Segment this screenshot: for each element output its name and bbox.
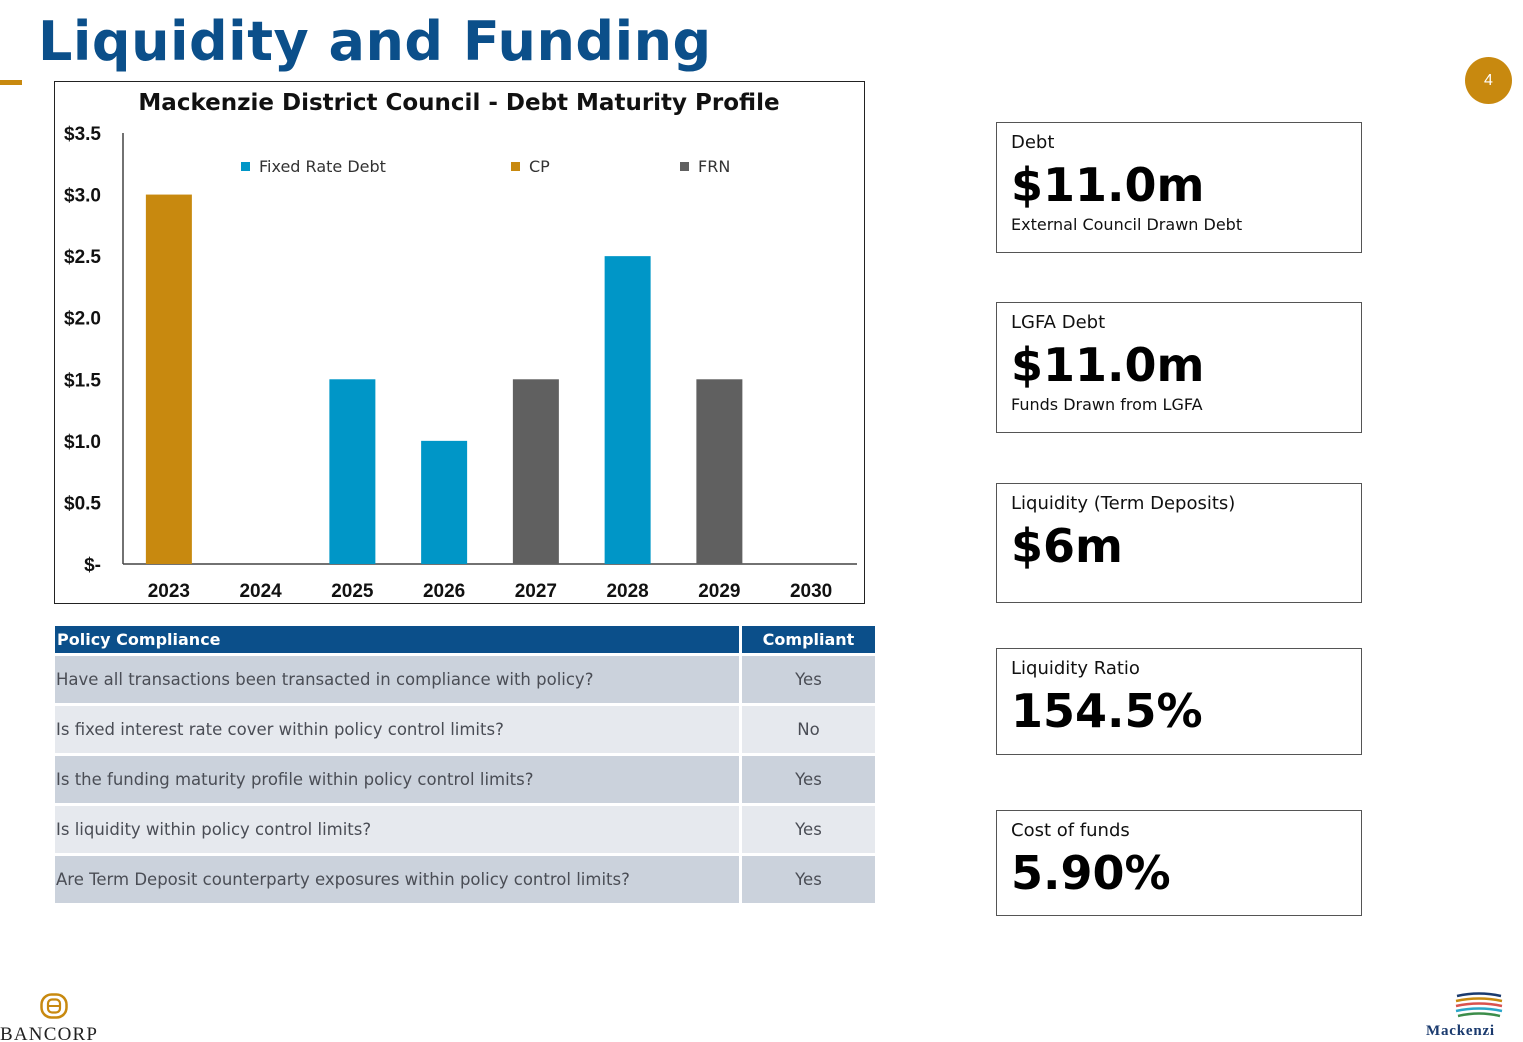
debt-maturity-chart: Mackenzie District Council - Debt Maturi… bbox=[54, 81, 865, 604]
y-tick-label: $2.5 bbox=[64, 247, 101, 268]
table-header-row: Policy Compliance Compliant bbox=[55, 626, 875, 653]
kpi-card-debt: Debt $11.0m External Council Drawn Debt bbox=[996, 122, 1362, 253]
compliance-answer: No bbox=[739, 703, 875, 753]
policy-question: Are Term Deposit counterparty exposures … bbox=[55, 853, 739, 903]
y-tick-label: $2.0 bbox=[64, 309, 101, 330]
legend-label: CP bbox=[529, 157, 550, 176]
policy-question: Is the funding maturity profile within p… bbox=[55, 753, 739, 803]
table-row: Is liquidity within policy control limit… bbox=[55, 803, 875, 853]
table-row: Are Term Deposit counterparty exposures … bbox=[55, 853, 875, 903]
kpi-card-liquidity: Liquidity (Term Deposits) $6m bbox=[996, 483, 1362, 603]
compliance-answer: Yes bbox=[739, 853, 875, 903]
policy-question: Is liquidity within policy control limit… bbox=[55, 803, 739, 853]
y-tick-label: $3.0 bbox=[64, 186, 101, 207]
kpi-value: $11.0m bbox=[1011, 158, 1205, 212]
bar-frn-2027 bbox=[512, 379, 559, 564]
bar-cp-2023 bbox=[145, 194, 192, 565]
page-title: Liquidity and Funding bbox=[38, 10, 712, 73]
compliance-answer: Yes bbox=[739, 753, 875, 803]
policy-question: Is fixed interest rate cover within poli… bbox=[55, 703, 739, 753]
legend-marker-cp bbox=[511, 162, 520, 171]
kpi-card-liquidity-ratio: Liquidity Ratio 154.5% bbox=[996, 648, 1362, 755]
kpi-value: 154.5% bbox=[1011, 684, 1203, 738]
mackenzie-logo-icon bbox=[1455, 992, 1503, 1018]
bar-fixed-rate-debt-2025 bbox=[329, 379, 376, 564]
legend-marker-fixed-rate-debt bbox=[241, 162, 250, 171]
policy-question: Have all transactions been transacted in… bbox=[55, 653, 739, 703]
legend-label: FRN bbox=[698, 157, 730, 176]
bar-frn-2029 bbox=[696, 379, 743, 564]
y-tick-label: $1.0 bbox=[64, 432, 101, 453]
bar-fixed-rate-debt-2028 bbox=[604, 256, 651, 564]
kpi-value: 5.90% bbox=[1011, 846, 1171, 900]
kpi-label: Liquidity Ratio bbox=[1011, 658, 1140, 679]
y-tick-label: $- bbox=[84, 555, 101, 576]
page-number-badge: 4 bbox=[1465, 57, 1512, 104]
title-accent-bar bbox=[0, 80, 22, 85]
x-tick-label: 2025 bbox=[331, 581, 374, 602]
y-tick-label: $1.5 bbox=[64, 370, 101, 391]
kpi-label: LGFA Debt bbox=[1011, 312, 1106, 333]
y-tick-label: $0.5 bbox=[64, 493, 101, 514]
kpi-label: Cost of funds bbox=[1011, 820, 1130, 841]
mackenzie-logo: Mackenzi bbox=[1426, 988, 1523, 1042]
compliance-answer: Yes bbox=[739, 653, 875, 703]
x-tick-label: 2023 bbox=[148, 581, 190, 602]
x-tick-label: 2024 bbox=[239, 581, 282, 602]
table-row: Is fixed interest rate cover within poli… bbox=[55, 703, 875, 753]
y-tick-label: $3.5 bbox=[64, 124, 101, 145]
table-row: Have all transactions been transacted in… bbox=[55, 653, 875, 703]
kpi-value: $11.0m bbox=[1011, 338, 1205, 392]
kpi-value: $6m bbox=[1011, 519, 1123, 573]
chart-title: Mackenzie District Council - Debt Maturi… bbox=[138, 90, 779, 116]
mackenzie-logo-text: Mackenzi bbox=[1426, 1023, 1495, 1039]
table-row: Is the funding maturity profile within p… bbox=[55, 753, 875, 803]
kpi-card-lgfa-debt: LGFA Debt $11.0m Funds Drawn from LGFA bbox=[996, 302, 1362, 433]
compliance-answer: Yes bbox=[739, 803, 875, 853]
kpi-label: Debt bbox=[1011, 132, 1055, 153]
x-tick-label: 2028 bbox=[606, 581, 648, 602]
debt-maturity-chart-svg: Mackenzie District Council - Debt Maturi… bbox=[64, 90, 857, 602]
legend-marker-frn bbox=[680, 162, 689, 171]
x-tick-label: 2027 bbox=[515, 581, 557, 602]
x-tick-label: 2030 bbox=[790, 581, 832, 602]
bancorp-logo: BANCORP bbox=[0, 990, 120, 1042]
x-tick-label: 2029 bbox=[698, 581, 740, 602]
header-compliant: Compliant bbox=[739, 626, 875, 653]
kpi-subtext: External Council Drawn Debt bbox=[1011, 215, 1243, 234]
kpi-subtext: Funds Drawn from LGFA bbox=[1011, 395, 1203, 414]
kpi-card-cost-of-funds: Cost of funds 5.90% bbox=[996, 810, 1362, 916]
bar-fixed-rate-debt-2026 bbox=[421, 440, 468, 564]
header-policy-compliance: Policy Compliance bbox=[55, 626, 739, 653]
legend-label: Fixed Rate Debt bbox=[259, 157, 386, 176]
bancorp-logo-icon bbox=[40, 993, 68, 1019]
x-tick-label: 2026 bbox=[423, 581, 465, 602]
policy-compliance-table: Policy Compliance Compliant Have all tra… bbox=[55, 626, 875, 903]
bancorp-logo-text: BANCORP bbox=[0, 1024, 99, 1042]
kpi-label: Liquidity (Term Deposits) bbox=[1011, 493, 1236, 514]
